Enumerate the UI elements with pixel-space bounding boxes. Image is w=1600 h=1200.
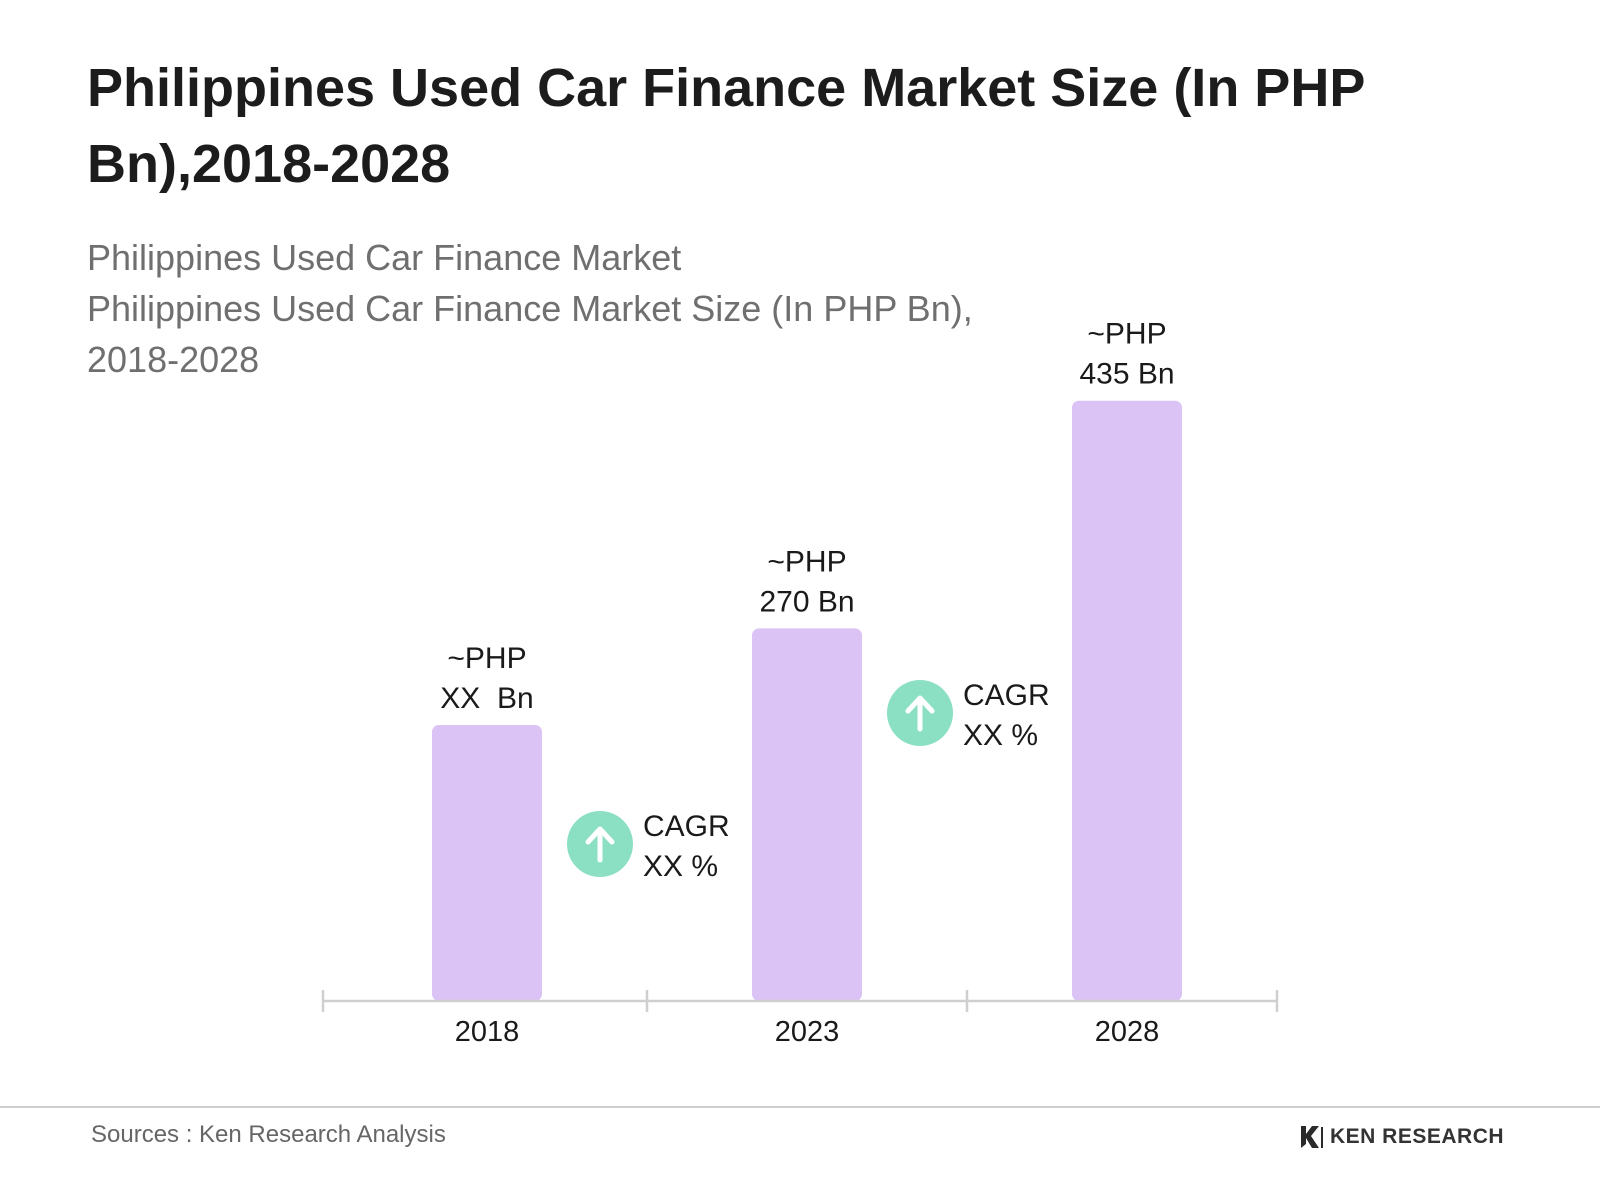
x-tick-label: 2018	[455, 1016, 520, 1048]
brand-logo: KEN RESEARCH	[1298, 1124, 1504, 1150]
bar	[432, 725, 542, 1001]
cagr-label: CAGR	[963, 679, 1050, 712]
footer-divider	[0, 1106, 1600, 1108]
bar-value-label: XX Bn	[440, 682, 533, 715]
cagr-value: XX %	[643, 850, 718, 883]
bar-value-label: ~PHP	[767, 545, 846, 578]
ken-research-logo-icon	[1301, 1126, 1323, 1148]
bar	[1072, 400, 1182, 1001]
bar-value-label: ~PHP	[1087, 318, 1166, 351]
bar-value-label: 270 Bn	[759, 585, 854, 618]
arrow-up-icon	[905, 695, 935, 732]
x-tick-label: 2028	[1095, 1016, 1160, 1048]
subtitle-line-2: Philippines Used Car Finance Market Size…	[87, 288, 973, 329]
source-note: Sources : Ken Research Analysis	[91, 1121, 446, 1148]
bar	[752, 628, 862, 1001]
bar-chart: ~PHP XX Bn ~PHP 270 Bn ~PHP 435 Bn 2018 2023 202…	[321, 318, 1279, 1048]
cagr-label: CAGR	[643, 810, 730, 843]
brand-name: KEN RESEARCH	[1330, 1125, 1505, 1148]
bar-value-label: ~PHP	[447, 642, 526, 675]
subtitle-line-1: Philippines Used Car Finance Market	[87, 237, 682, 278]
bar-value-label: 435 Bn	[1079, 358, 1174, 391]
arrow-up-icon	[585, 826, 615, 863]
chart-title: Philippines Used Car Finance Market Size…	[87, 58, 1365, 194]
subtitle-line-3: 2018-2028	[87, 339, 260, 380]
chart-subtitle: Philippines Used Car Finance Market Phil…	[87, 232, 1047, 385]
cagr-value: XX %	[963, 719, 1038, 752]
x-tick-label: 2023	[775, 1016, 840, 1048]
